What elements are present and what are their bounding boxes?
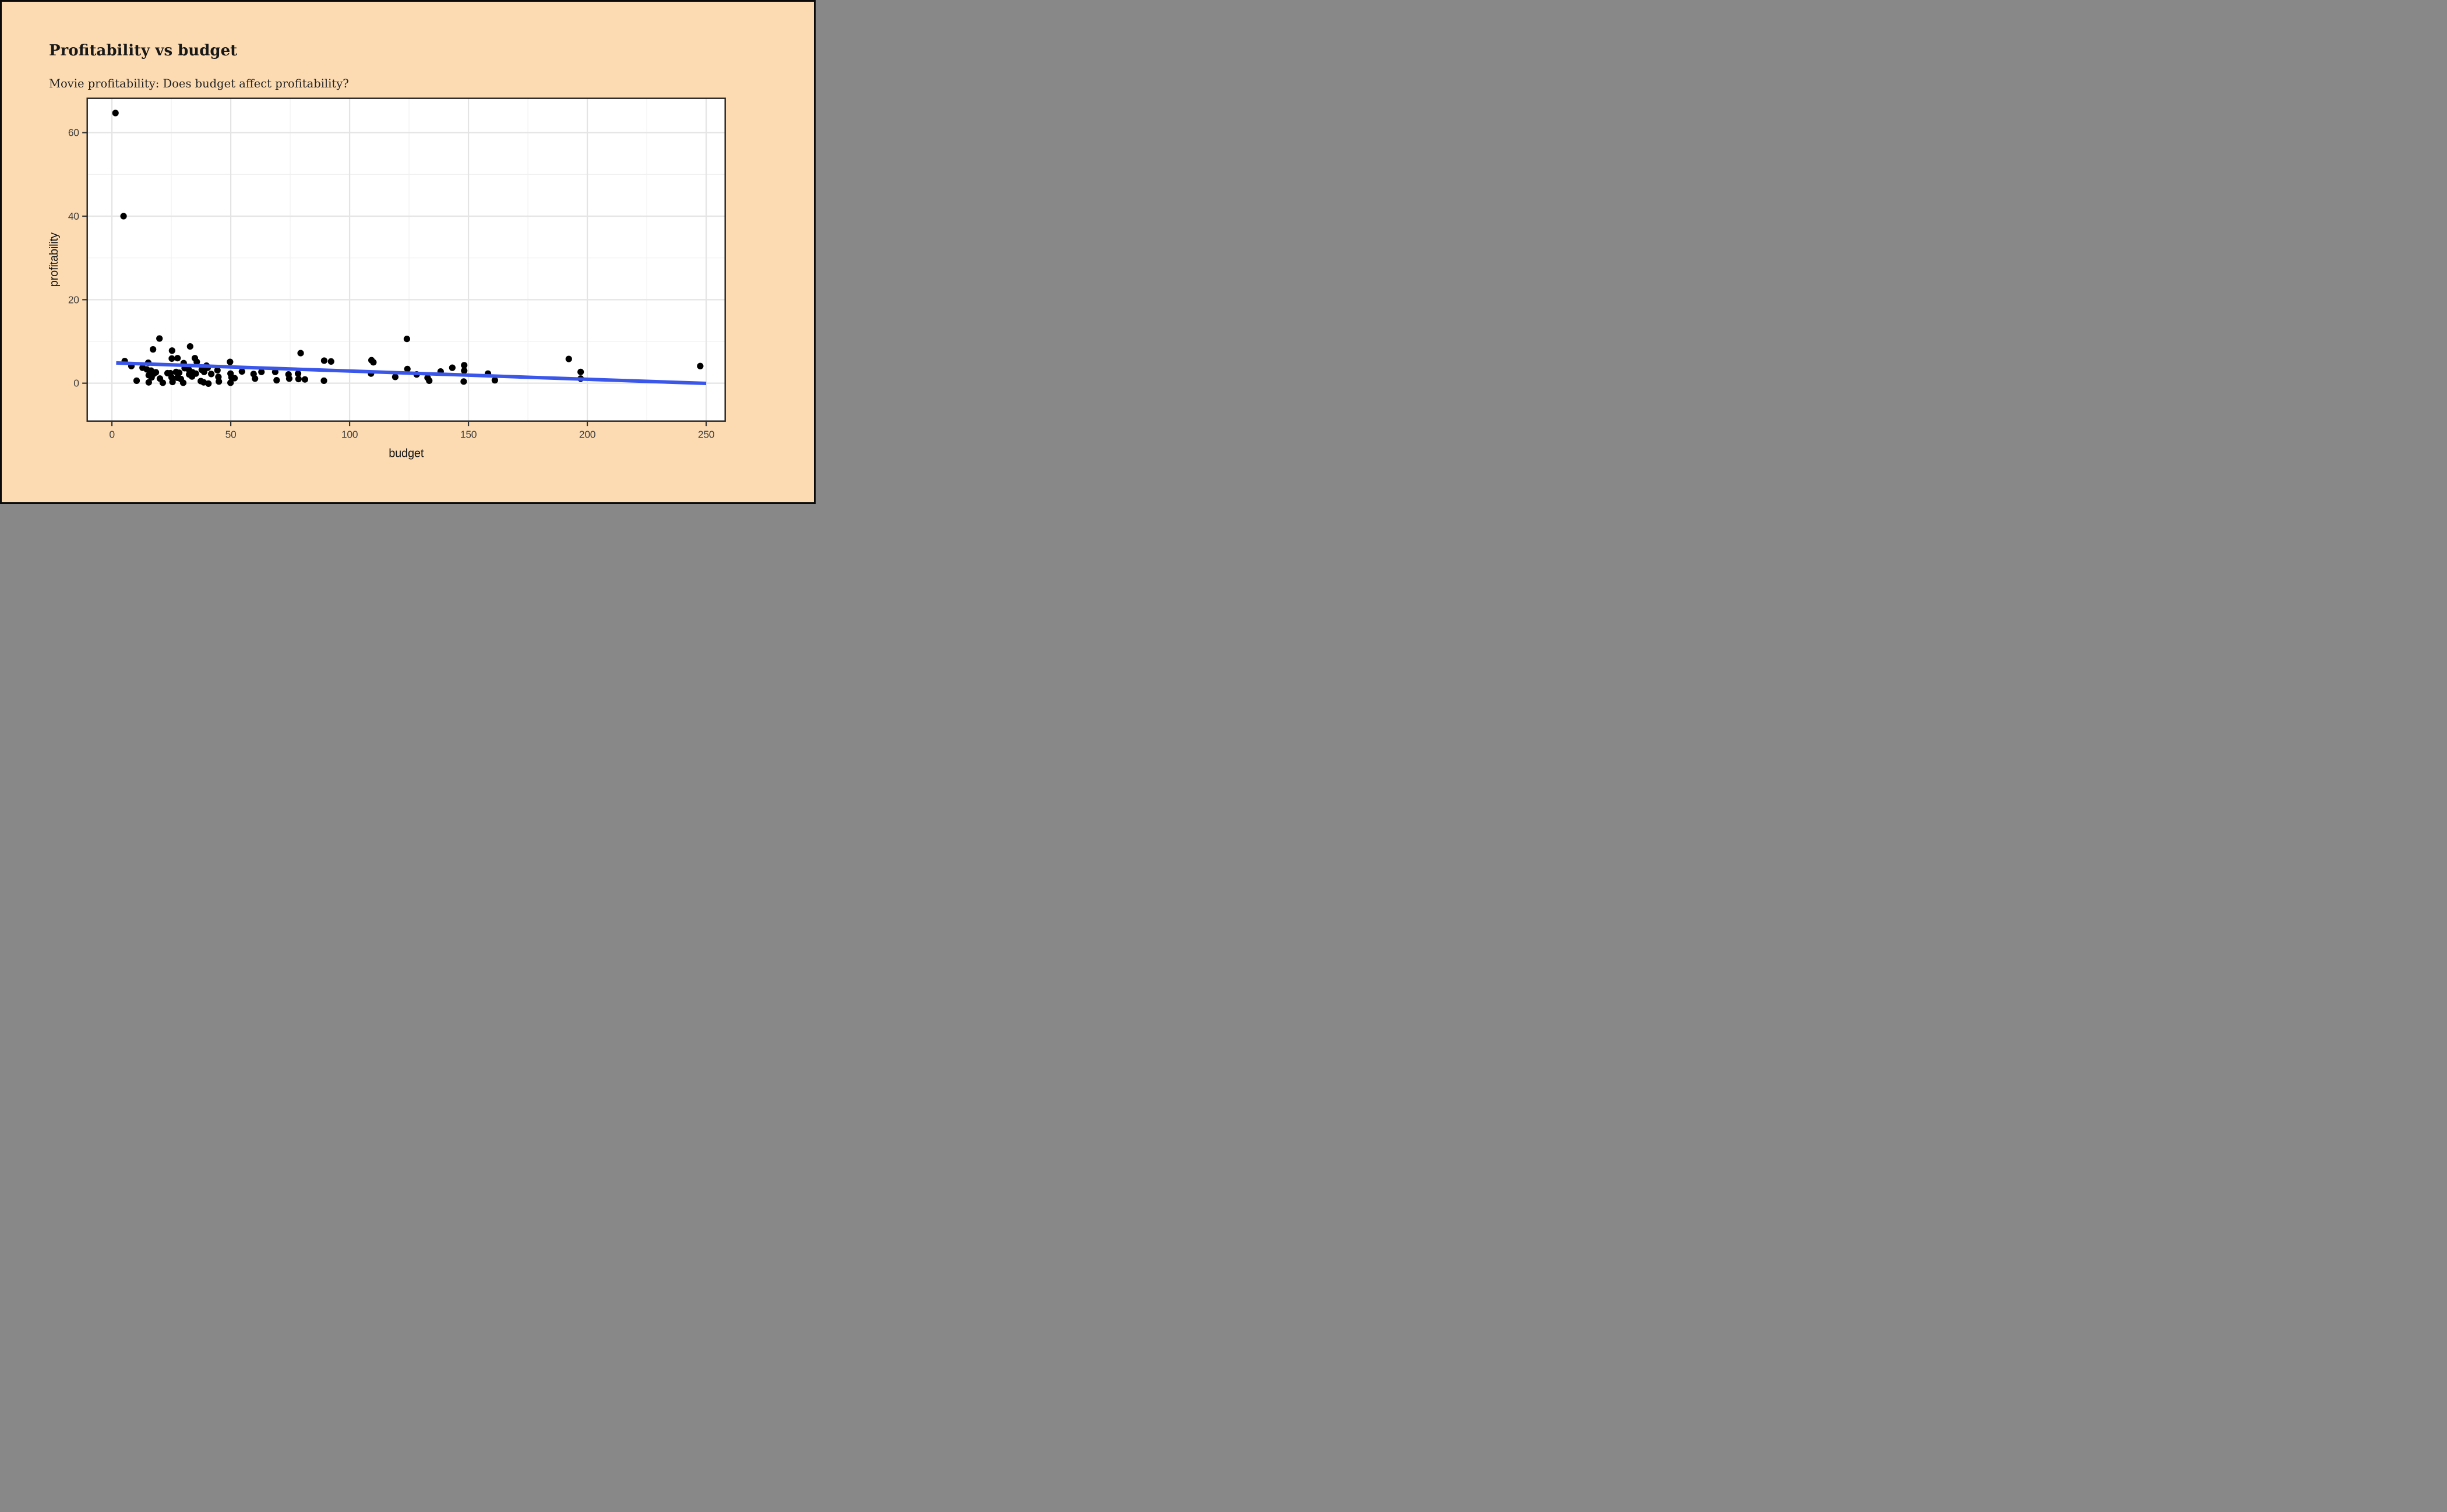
data-point [186,343,193,350]
data-point [285,375,293,382]
x-tick-label: 50 [225,429,237,440]
data-point [120,213,127,220]
y-tick-label: 40 [68,210,79,222]
data-point [179,379,187,386]
data-point [216,378,223,385]
data-point [273,377,280,384]
data-point [404,365,411,372]
data-point [460,378,467,385]
data-point [133,377,140,384]
data-point [697,362,704,369]
y-tick-label: 60 [68,127,79,139]
data-point [193,358,200,365]
data-point [175,369,183,376]
page-title: Profitability vs budget [49,42,238,59]
data-point [112,110,119,117]
x-tick-label: 200 [579,429,596,440]
x-tick-label: 0 [109,429,115,440]
data-point [192,370,199,377]
y-tick-label: 20 [68,294,79,305]
x-tick-label: 250 [698,429,715,440]
data-point [227,358,234,365]
data-point [145,379,152,386]
x-tick-label: 150 [460,429,477,440]
data-point [252,375,259,382]
data-point [156,335,163,342]
data-point [152,369,160,376]
y-tick-label: 0 [73,378,79,389]
data-point [258,368,265,375]
data-point [491,377,498,384]
data-point [168,347,175,354]
data-point [227,379,234,386]
panel-border [86,97,726,422]
page-subtitle: Movie profitability: Does budget affect … [49,77,349,90]
data-point [320,377,327,384]
data-point [238,368,245,375]
plot-window: Profitability vs budget Movie profitabil… [0,0,816,504]
data-point [301,376,308,383]
data-point [461,367,468,374]
data-point [370,359,377,366]
data-point [392,373,399,380]
data-point [150,346,157,353]
data-point [214,366,221,374]
data-point [295,375,302,383]
data-point [168,355,175,362]
data-point [403,336,411,343]
trend-line [116,361,707,386]
x-axis-title: budget [389,447,424,460]
data-point [449,364,456,371]
data-point [231,375,238,382]
data-point [320,357,328,364]
data-point [426,377,433,384]
y-axis-title: profitability [48,232,61,287]
data-point [174,355,181,362]
data-point [159,379,166,386]
data-point [461,362,468,369]
data-point [272,368,278,375]
scatter-plot: 0 50 100 150 200 250 0 20 40 60 budget profitabilit… [48,97,726,460]
data-point [294,370,302,377]
data-point [205,380,212,387]
data-point [297,350,304,357]
data-point [327,358,334,365]
data-point [208,371,215,378]
data-point [577,368,584,375]
data-point [169,378,176,386]
x-tick-label: 100 [341,429,358,440]
data-point [565,355,572,362]
